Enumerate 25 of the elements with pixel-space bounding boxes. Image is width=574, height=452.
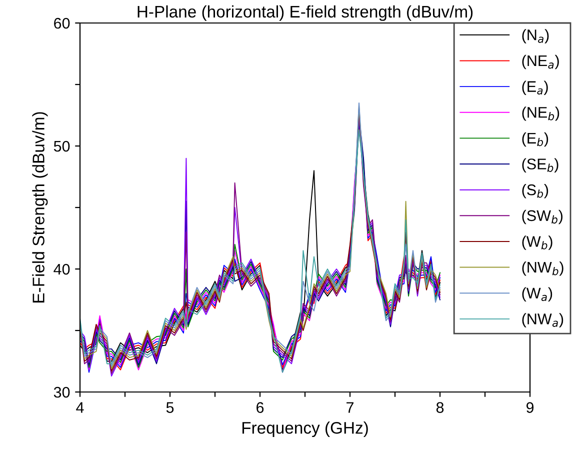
y-tick-label: 60 <box>54 18 70 29</box>
y-tick-label: 40 <box>54 264 70 275</box>
x-tick-label: 8 <box>436 402 444 413</box>
y-axis-title: E-Field Strength (dBuv/m) <box>32 112 48 302</box>
legend-label: (NW$_{a}$) <box>522 313 564 328</box>
legend-label: (NE$_{a}$) <box>522 54 559 70</box>
legend-label: (W$_{b}$) <box>522 236 552 250</box>
y-tick-label: 50 <box>54 140 70 152</box>
x-tick-label: 4 <box>76 402 84 413</box>
legend-label: (W$_{a}$) <box>522 287 552 302</box>
x-axis-title: Frequency (GHz) <box>242 422 368 438</box>
x-tick-label: 6 <box>256 402 264 413</box>
legend-label: (E$_{b}$) <box>522 132 548 147</box>
legend-label: (N$_{a}$) <box>522 29 549 44</box>
legend-label: (E$_{a}$) <box>522 80 548 95</box>
y-tick-label: 30 <box>54 386 70 398</box>
legend-label: (SE$_{b}$) <box>522 158 558 172</box>
x-tick-label: 5 <box>166 402 174 413</box>
legend-label: (NE$_{b}$) <box>522 106 560 121</box>
legend-label: (SW$_{b}$) <box>522 210 562 224</box>
legend-label: (S$_{b}$) <box>522 184 548 198</box>
legend-label: (NW$_{b}$) <box>522 261 564 276</box>
x-tick-label: 7 <box>346 402 354 413</box>
chart-title: H-Plane (horizontal) E-field strength (dBuv/m) <box>138 5 473 21</box>
x-tick-label: 9 <box>526 402 534 413</box>
